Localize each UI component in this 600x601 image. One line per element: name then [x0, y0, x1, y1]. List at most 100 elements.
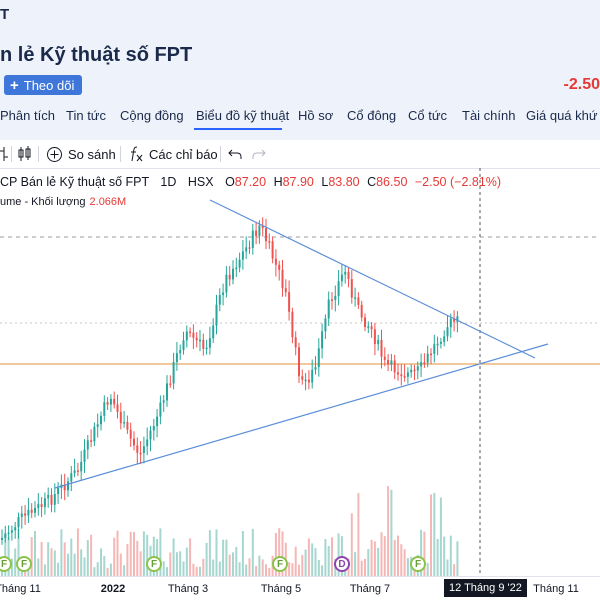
candle-body: [416, 366, 419, 371]
high-value: 87.90: [282, 175, 314, 189]
volume-bar: [436, 538, 439, 576]
volume-bar: [324, 539, 327, 576]
candle-body: [179, 349, 182, 354]
candle-body: [162, 400, 165, 403]
candle-body: [268, 241, 271, 243]
tab-technical-chart[interactable]: Biểu đồ kỹ thuật: [196, 108, 290, 123]
compare-button[interactable]: So sánh: [46, 144, 116, 164]
volume-bar: [218, 561, 221, 576]
volume-bar: [7, 536, 10, 576]
candle-body: [169, 383, 172, 385]
ohlc-legend: CP Bán lẻ Kỹ thuật số FPT 1D HSX O87.20 …: [0, 175, 501, 189]
candle-body: [172, 362, 175, 384]
volume-bar: [446, 559, 449, 576]
tab-analysis[interactable]: Phân tích: [0, 108, 55, 123]
candle-body: [208, 338, 211, 348]
price-chart[interactable]: [0, 168, 600, 576]
interval[interactable]: 1D: [160, 175, 177, 189]
tab-community[interactable]: Cộng đồng: [120, 108, 184, 123]
tab-price-history[interactable]: Giá quá khứ: [526, 108, 598, 123]
candle-body: [90, 440, 93, 442]
candle-body: [430, 353, 432, 356]
volume-bar: [331, 537, 333, 576]
candle-body: [83, 449, 86, 462]
candle-body: [426, 353, 429, 363]
event-badge[interactable]: F: [272, 556, 288, 572]
compare-label: So sánh: [68, 146, 116, 162]
candle-body: [314, 367, 317, 370]
volume-bar: [393, 539, 396, 576]
volume-bar: [175, 552, 178, 576]
bar-style-button[interactable]: [0, 144, 8, 164]
candle-style-button[interactable]: [16, 144, 34, 164]
candle-body: [106, 402, 109, 405]
volume-bar: [294, 546, 297, 576]
candle-body: [291, 311, 294, 338]
candle-body: [119, 411, 122, 424]
volume-bar: [57, 562, 60, 576]
volume-label: ume - Khối lượng: [0, 196, 86, 208]
volume-bar: [241, 531, 244, 576]
tab-shareholders[interactable]: Cổ đông: [347, 108, 397, 123]
candle-body: [340, 274, 343, 282]
event-badge[interactable]: F: [16, 556, 32, 572]
volume-bar: [159, 528, 162, 576]
volume-bar: [70, 538, 73, 576]
candle-body: [189, 331, 192, 334]
candlesticks: [1, 217, 459, 545]
candle-body: [100, 415, 102, 425]
candle-body: [261, 225, 264, 229]
volume-bar: [400, 544, 403, 576]
tab-profile[interactable]: Hồ sơ: [298, 108, 334, 123]
tab-news[interactable]: Tin tức: [66, 108, 107, 123]
candle-body: [436, 343, 439, 346]
close-label: C: [367, 175, 377, 189]
redo-button[interactable]: [252, 144, 266, 164]
candle-body: [238, 259, 241, 268]
candle-body: [195, 337, 198, 341]
candle-body: [67, 481, 69, 491]
volume-bar: [103, 556, 106, 576]
candle-body: [311, 369, 314, 383]
volume-bar: [139, 551, 142, 576]
event-badge[interactable]: F: [0, 556, 12, 572]
tab-financials[interactable]: Tài chính: [462, 108, 516, 123]
candle-body: [4, 533, 7, 538]
candle-body: [228, 274, 231, 280]
event-badge[interactable]: D: [334, 556, 350, 572]
undo-button[interactable]: [228, 144, 242, 164]
candle-body: [406, 372, 409, 377]
volume-bar: [443, 536, 446, 576]
volume-bar: [397, 535, 399, 576]
follow-button[interactable]: + Theo dõi: [4, 75, 83, 95]
volume-bar: [403, 549, 406, 576]
volume-bar: [90, 534, 93, 576]
volume-bar: [185, 547, 188, 576]
candle-body: [192, 332, 195, 338]
volume-bar: [430, 494, 432, 576]
volume-bar: [67, 553, 69, 576]
candle-body: [251, 230, 254, 248]
indicators-button[interactable]: Các chỉ báo: [128, 144, 218, 164]
candle-body: [321, 331, 324, 349]
volume-bar: [192, 563, 195, 576]
volume-bar: [34, 530, 36, 576]
volume-bar: [172, 538, 175, 576]
candle-body: [27, 509, 30, 516]
candle-body: [199, 339, 201, 342]
site-brand: T: [0, 6, 10, 23]
volume-bar: [261, 559, 264, 576]
change-value: −2.50 (−2.81%): [414, 175, 502, 189]
candle-body: [271, 241, 274, 259]
event-badge[interactable]: F: [146, 556, 162, 572]
candle-body: [360, 304, 363, 318]
close-value: 86.50: [376, 175, 408, 189]
event-badge[interactable]: F: [410, 556, 426, 572]
volume-bar: [387, 486, 390, 576]
candle-body: [245, 247, 248, 252]
candle-body: [367, 326, 370, 328]
volume-bar: [321, 565, 324, 576]
active-tab-indicator: [194, 128, 282, 130]
tab-dividends[interactable]: Cổ tức: [408, 108, 448, 123]
candle-body: [182, 340, 185, 350]
